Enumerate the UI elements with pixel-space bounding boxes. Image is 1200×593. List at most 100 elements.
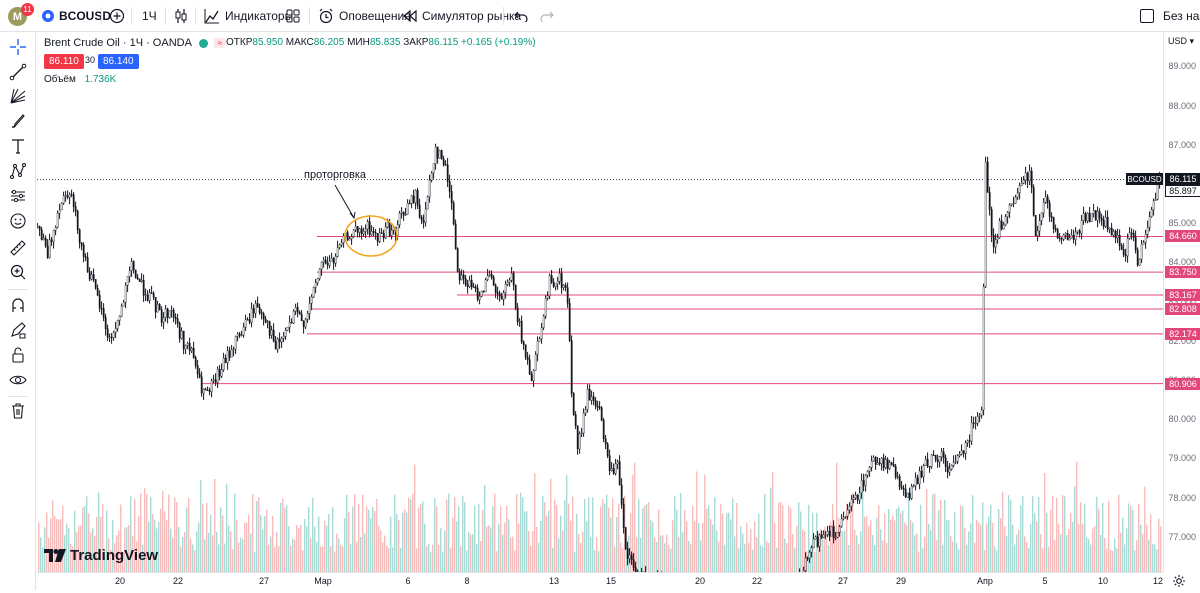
candle-body [425,209,426,223]
chart-pane[interactable] [37,33,1163,572]
volume-bar [920,505,921,572]
chart-type-button[interactable] [174,0,188,32]
ruler-tool[interactable] [8,238,28,258]
icons-tool[interactable] [8,211,28,231]
volume-bar [982,502,983,572]
volume-bar [1108,501,1109,572]
volume-bar [1134,550,1135,572]
candle-body [131,262,132,271]
text-tool[interactable] [8,136,28,156]
volume-bar [794,548,795,572]
ruler-icon [9,239,27,257]
candle-body [379,233,380,242]
volume-bar [392,547,393,572]
volume-bar [524,512,525,572]
sell-button[interactable]: 86.110 [44,54,84,69]
candle-body [1153,201,1154,210]
volume-bar [230,531,231,572]
candle-body [305,319,306,327]
gann-fan-tool[interactable] [8,86,28,106]
candle-body [811,548,812,553]
tradingview-logo-icon [44,549,66,562]
candle-body [435,147,436,164]
alerts-button[interactable]: Оповещения [318,0,411,32]
price-axis-label: 77.000 [1168,532,1196,542]
compare-button[interactable] [109,0,125,32]
volume-bar [496,551,497,572]
volume-bar [582,532,583,572]
symbol-logo-icon [42,10,54,22]
tradingview-logo[interactable]: TradingView [44,547,158,564]
lock-tool[interactable] [8,345,28,365]
trend-line-tool[interactable] [8,62,28,82]
volume-bar [702,523,703,572]
stay-in-drawing-tool[interactable] [8,320,28,340]
candle-body [315,283,316,288]
candle-body [263,314,264,319]
volume-bar [452,517,453,572]
volume-bar [412,493,413,572]
buy-button[interactable]: 86.140 [98,54,139,69]
interval-button[interactable]: 1Ч [142,0,157,32]
chart-settings-button[interactable] [1172,574,1188,590]
volume-bar [688,541,689,572]
magnet-tool[interactable] [8,295,28,315]
indicators-button[interactable]: Индикаторы [204,0,293,32]
zoom-tool[interactable] [8,262,28,282]
candle-body [431,173,432,180]
redo-button[interactable] [540,0,554,32]
candle-body [213,380,214,381]
volume-bar [926,489,927,572]
candle-body [83,245,84,256]
candle-body [609,456,610,471]
candle-body [81,243,82,245]
candle-body [247,320,248,321]
volume-bar [636,537,637,572]
volume-bar [1110,550,1111,572]
volume-bar [508,519,509,572]
candle-body [373,231,374,232]
candle-body [873,457,874,461]
time-axis-label: 22 [173,576,183,586]
candle-body [863,480,864,485]
top-toolbar: M 11 BCOUSD 1Ч Индикаторы Оповещения Сим… [0,0,1200,32]
candle-body [221,370,222,376]
market-status-icon[interactable] [199,39,208,48]
candle-body [1013,203,1014,204]
candle-body [1143,242,1144,244]
brush-tool[interactable] [8,111,28,131]
candle-body [555,284,556,287]
unnamed-checkbox[interactable] [1140,9,1154,23]
price-axis[interactable]: USD ▾ 89.00088.00087.00086.00085.00084.0… [1163,33,1200,572]
data-quality-icon[interactable]: ≈ [214,38,225,48]
price-chart[interactable] [37,33,1163,572]
remove-drawings-tool[interactable] [8,401,28,421]
undo-button[interactable] [514,0,528,32]
hide-tool[interactable] [8,370,28,390]
currency-selector[interactable]: USD ▾ [1168,36,1194,47]
volume-bar [1054,540,1055,572]
layout-name[interactable]: Без назв [1163,0,1200,32]
volume-bar [788,505,789,572]
candle-body [985,162,986,287]
volume-bar [1082,524,1083,572]
candle-body [851,499,852,506]
prediction-tool[interactable] [8,186,28,206]
volume-bar [960,505,961,572]
volume-bar [406,513,407,572]
volume-bar [780,502,781,572]
candle-body [859,493,860,500]
volume-bar [880,529,881,572]
candle-body [309,303,310,313]
pattern-tool[interactable] [8,161,28,181]
volume-bar [192,544,193,572]
candle-body [513,273,514,285]
volume-bar [1094,526,1095,572]
crosshair-tool[interactable] [8,37,28,57]
templates-button[interactable] [286,0,300,32]
candle-body [299,312,300,314]
volume-bar [594,550,595,572]
interval-label: 1Ч [142,9,157,23]
volume-bar [570,521,571,572]
